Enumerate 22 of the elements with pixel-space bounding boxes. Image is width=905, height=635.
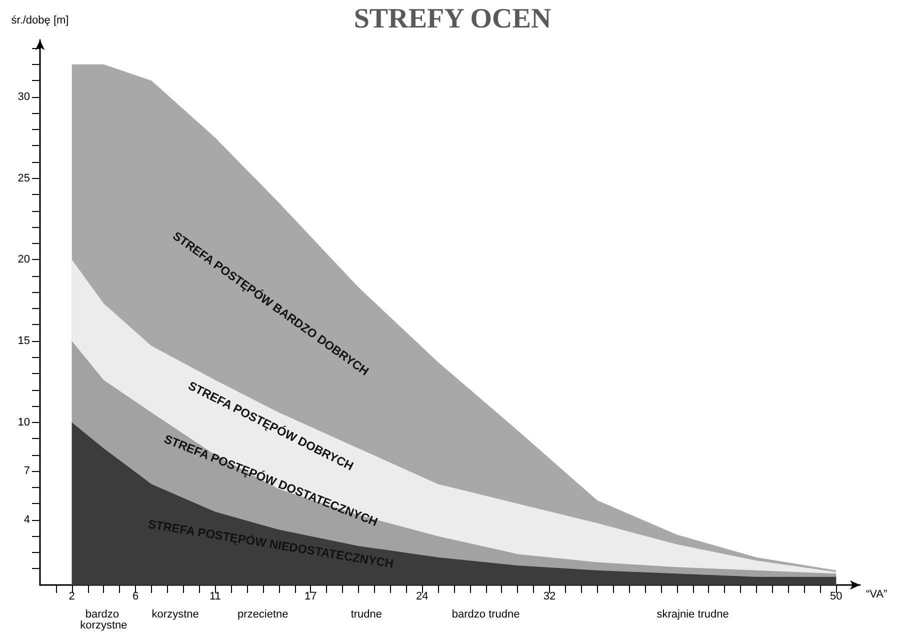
text: trudne <box>350 608 382 620</box>
x-tick-label: 32 <box>543 590 556 602</box>
y-tick-label: 25 <box>18 172 30 184</box>
x-tick-label: 50 <box>830 590 842 602</box>
y-tick-label: 4 <box>24 514 30 526</box>
text: bardzo korzystne <box>80 608 128 632</box>
x-tick-label: 11 <box>209 590 221 602</box>
x-tick-label: 6 <box>132 590 139 602</box>
x-axis-title: “VA” <box>866 588 888 600</box>
y-axis-title: śr./dobę [m] <box>11 14 69 26</box>
x-tick-label: 17 <box>304 590 317 602</box>
text: przecietne <box>238 608 288 620</box>
text: korzystne <box>152 608 199 620</box>
text: skrajnie trudne <box>656 608 729 620</box>
y-tick-label: 20 <box>18 254 30 266</box>
chart-title: STREFY OCEN <box>354 4 552 34</box>
y-tick-label: 10 <box>18 416 30 428</box>
text: bardzo trudne <box>452 608 520 620</box>
y-tick-label: 15 <box>18 334 30 347</box>
y-tick-label: 30 <box>18 90 30 103</box>
x-tick-label: 24 <box>416 590 428 602</box>
y-tick-label: 7 <box>24 465 30 478</box>
